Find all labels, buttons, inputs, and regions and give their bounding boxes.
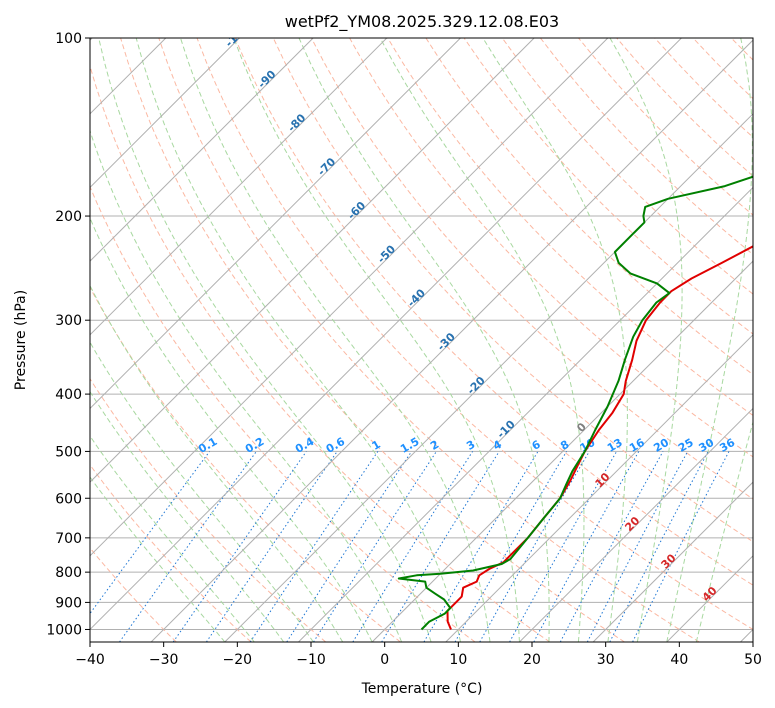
y-tick-label: 500 [55,444,82,460]
isotherm-line [90,38,240,189]
moist-adiabat [135,38,461,642]
moist-adiabat [90,341,314,642]
isotherm-label: -100 [223,21,252,50]
mixing-ratio-line [559,451,664,642]
isotherm-line [90,38,388,336]
dry-adiabat [425,38,753,376]
y-tick-label: 100 [55,31,82,47]
isotherm-gridlines [90,38,753,642]
moist-adiabat [233,38,520,642]
mixing-ratio-line [533,451,640,642]
isotherm-line [298,186,753,642]
moist-adiabat [180,38,491,642]
chart-title: wetPf2_YM08.2025.329.12.08.E03 [285,12,559,32]
x-tick-label: 30 [597,652,615,668]
x-tick-label: −30 [149,652,179,668]
dry-adiabat [310,38,753,500]
isotherm-line [90,38,535,483]
x-tick-label: 10 [449,652,467,668]
moist-adiabat [695,420,753,642]
x-tick-label: 40 [670,652,688,668]
dry-adiabat [90,377,327,642]
dry-adiabat [90,185,476,642]
y-tick-label: 600 [55,491,82,507]
y-tick-label: 800 [55,565,82,581]
mixing-ratio-line [632,451,730,642]
moist-adiabat [90,216,373,642]
isotherm-line [150,39,753,642]
mixing-ratio-line [249,451,379,642]
isotherm-line [371,260,753,642]
isotherm-line [519,407,753,642]
isotherm-line [224,113,753,642]
mixing-ratio-line [313,451,437,642]
x-tick-label: −20 [223,652,253,668]
moist-adiabat [98,38,432,642]
isotherm-line [90,38,314,262]
mixing-ratio-line [381,451,500,642]
dewpoint-line [397,175,753,631]
moist-adiabat [609,38,683,642]
dry-adiabat [234,38,753,586]
dry-adiabat [90,464,252,642]
moist-adiabat [90,284,344,642]
dry-adiabat [90,64,551,642]
mixing-ratio-line [205,451,338,642]
mixing-ratio-line [90,451,211,615]
y-tick-label: 900 [55,595,82,611]
y-tick-label: 300 [55,313,82,329]
isotherm-line [445,334,753,642]
y-tick-label: 700 [55,531,82,547]
y-tick-label: 200 [55,209,82,225]
dry-adiabats [90,38,753,642]
moist-adiabat [90,435,255,642]
x-tick-label: 0 [380,652,389,668]
moist-adiabat [90,476,226,642]
x-axis-label: Temperature (°C) [361,681,483,697]
mixing-ratio-line [172,451,307,642]
moist-adiabat [298,38,550,642]
y-axis-label: Pressure (hPa) [13,290,29,390]
isotherm-line [90,38,609,557]
dry-adiabat [120,38,625,642]
dry-adiabat [196,38,753,631]
dry-adiabat [387,38,753,417]
moist-adiabats [90,38,753,642]
x-tick-label: −40 [75,652,105,668]
y-tick-label: 1000 [46,622,82,638]
mixing-ratio-line [509,451,618,642]
moist-adiabat [666,38,753,642]
temperature-line [446,245,753,630]
isotherm-line [592,481,753,642]
profile-series [397,175,753,631]
dry-adiabat [501,38,753,295]
mixing-ratio-line [286,451,413,642]
moist-adiabat [90,129,403,642]
plot-frame [89,37,754,643]
y-axis-ticks: 100 200 300 400 500 600 700 800 900 1000 [46,31,90,638]
isotherm-line [90,38,682,631]
x-tick-label: 50 [744,652,762,668]
x-tick-label: −10 [296,652,326,668]
moist-adiabat [482,38,628,642]
y-tick-label: 400 [55,387,82,403]
x-tick-label: 20 [523,652,541,668]
moist-adiabat [379,38,585,642]
x-axis-ticks: −40 −30 −20 −10 0 10 20 30 40 50 [75,642,762,668]
dry-adiabat [90,547,177,642]
dry-adiabat [158,38,700,642]
isotherm-line [90,38,461,410]
